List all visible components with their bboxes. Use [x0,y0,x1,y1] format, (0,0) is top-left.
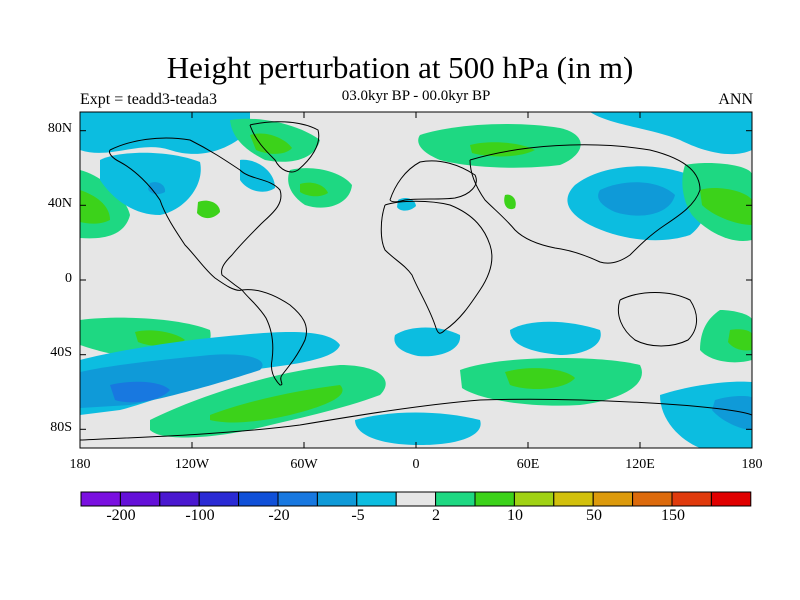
colorbar-label-5: 10 [507,507,523,524]
lon-label-60w: 60W [290,457,318,472]
contour-sh-indian-green-core [728,329,752,351]
period-label: 03.0kyr BP - 00.0kyr BP [341,88,491,104]
colorbar-label-1: -100 [185,507,215,524]
contour-pacific-blue-north-core [148,182,166,195]
contour-antarctic-blue-east-core [712,395,752,430]
colorbar-box-11 [513,491,555,507]
colorbar-boxes [80,491,752,507]
coastlines [80,121,752,441]
contour-fill [80,112,752,448]
lat-label-80s: 80S [50,420,72,435]
lon-label-120e: 120E [625,457,655,472]
coastline-australia [617,292,697,347]
colorbar-box-8 [395,491,437,507]
season-label: ANN [718,91,753,108]
colorbar-box-13 [592,491,634,507]
coastline-antarctica [80,398,752,441]
lon-label-0: 0 [412,457,420,472]
contour-labrador-blue [240,159,275,192]
contour-eurasia-green-core [470,142,535,157]
coastline-europe [389,160,477,203]
contour-atlantic-green-core [300,182,328,197]
contour-med-green-spot [504,194,516,210]
lat-label-40s: 40S [50,345,72,360]
colorbar-box-9 [435,491,476,507]
colorbar-box-6 [316,491,358,507]
colorbar-box-0 [80,491,121,507]
colorbar-label-6: 50 [586,507,602,524]
contour-antarctic-blue [355,412,481,445]
colorbar-label-4: 2 [432,507,440,524]
colorbar-label-7: 150 [661,507,685,524]
coastline-africa [380,200,493,334]
contour-sa-blue-small [394,327,461,357]
contour-na-green-spot [197,200,220,219]
contour-indian-blue [510,321,601,355]
colorbar-box-15 [671,491,712,507]
lat-label-80n: 80N [47,121,72,136]
colorbar-box-2 [159,491,200,507]
contour-pacific-green-west-core [80,190,110,224]
colorbar-box-3 [198,491,240,507]
contour-arctic-blue-west [80,112,250,154]
experiment-label: Expt = teadd3-teada3 [80,91,217,108]
colorbar-label-2: -20 [268,507,290,524]
map-title: Height perturbation at 500 hPa (in m) [166,50,634,85]
coastline-greenland [249,121,320,173]
contour-antarctic-green-core [210,385,343,423]
colorbar-box-16 [710,491,752,507]
lat-label-0: 0 [65,271,72,286]
coastline-north-america [109,137,282,291]
ticks [80,112,752,448]
contour-pacific-green-east-core [700,188,752,225]
colorbar-box-14 [632,491,673,507]
colorbar-box-12 [553,491,594,507]
colorbar-label-3: -5 [351,507,365,524]
contour-sh-pacific-blue-core [110,381,170,403]
colorbar-box-7 [356,491,397,507]
lat-label-40n: 40N [47,196,72,211]
colorbar-box-1 [119,491,161,507]
contour-asia-blue-core [598,182,675,216]
contour-sh-pacific-green-core [135,330,185,346]
colorbar-box-5 [277,491,318,507]
colorbar-box-10 [474,491,515,507]
lon-label-180w: 180 [69,457,91,472]
lon-label-120w: 120W [174,457,210,472]
lon-label-180e: 180 [741,457,763,472]
contour-so-atlantic-green-core [505,368,575,390]
lon-label-60e: 60E [516,457,540,472]
contour-arctic-blue-east [590,112,752,155]
coastline-south-america [241,289,307,386]
coastline-asia [469,144,701,264]
contour-arctic-green-greenland-core [250,133,292,154]
colorbar-box-4 [238,491,279,507]
colorbar-label-0: -200 [106,507,136,524]
